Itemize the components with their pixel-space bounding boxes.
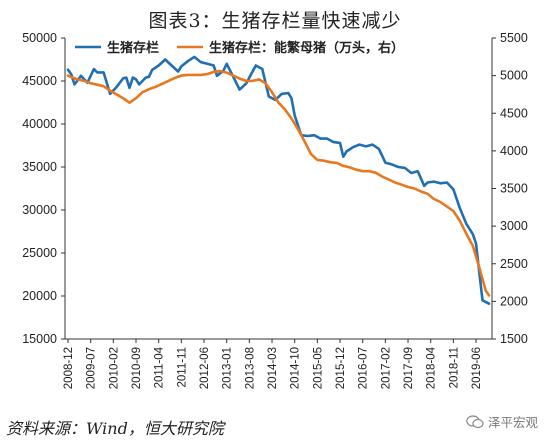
x-tick-label: 2015-12 — [335, 347, 347, 389]
wechat-icon — [466, 414, 484, 428]
x-tick-label: 2010-02 — [108, 347, 120, 389]
x-tick-label: 2013-01 — [222, 347, 234, 389]
y-right-tick-label: 2000 — [500, 294, 528, 308]
x-tick-label: 2008-12 — [63, 347, 75, 389]
x-tick-label: 2018-11 — [448, 347, 460, 388]
watermark: 泽平宏观 — [466, 412, 538, 431]
x-tick-label: 2017-02 — [380, 347, 392, 389]
y-left-tick-label: 35000 — [22, 160, 57, 174]
x-tick-label: 2011-11 — [176, 347, 188, 388]
legend-label-1: 生猪存栏 — [107, 40, 159, 56]
y-left-tick-label: 20000 — [22, 289, 57, 303]
y-left-tick-label: 40000 — [22, 117, 57, 131]
x-tick-label: 2016-07 — [358, 347, 370, 389]
y-right-tick-label: 5000 — [500, 69, 528, 83]
x-tick-label: 2019-06 — [471, 347, 483, 389]
y-right-tick-label: 3000 — [500, 219, 528, 233]
x-tick-label: 2014-10 — [290, 347, 302, 389]
line-chart: 15000 20000 25000 30000 35000 40000 45000 50000… — [22, 31, 528, 389]
source-note: 资料来源：Wind，恒大研究院 — [6, 419, 224, 438]
series-line-2 — [66, 69, 491, 297]
y-right-tick-label: 4500 — [500, 106, 528, 120]
x-tick-label: 2015-05 — [312, 347, 324, 389]
x-tick-label: 2010-09 — [131, 347, 143, 389]
legend-label-2: 生猪存栏：能繁母猪（万头，右） — [209, 40, 404, 56]
y-left-tick-label: 15000 — [22, 332, 57, 346]
series-line-1 — [66, 55, 491, 306]
watermark-text: 泽平宏观 — [487, 415, 538, 430]
y-right-tick-label: 4000 — [500, 144, 528, 158]
x-tick-label: 2011-04 — [154, 346, 166, 388]
x-tick-label: 2009-07 — [86, 347, 98, 389]
y-right-tick-label: 1500 — [500, 332, 528, 346]
y-right-tick-label: 2500 — [500, 257, 528, 271]
x-tick-label: 2014-03 — [267, 347, 279, 389]
chart-title: 图表3：生猪存栏量快速减少 — [148, 10, 402, 32]
y-right-tick-label: 3500 — [500, 182, 528, 196]
x-tick-label: 2017-09 — [403, 347, 415, 389]
y-right-tick-label: 5500 — [500, 31, 528, 45]
x-tick-label: 2012-06 — [199, 347, 211, 389]
y-left-tick-label: 45000 — [22, 74, 57, 88]
x-tick-label: 2013-08 — [244, 347, 256, 389]
y-left-tick-label: 30000 — [22, 203, 57, 217]
y-left-tick-label: 50000 — [22, 31, 57, 45]
x-tick-label: 2018-04 — [426, 346, 438, 389]
y-left-tick-label: 25000 — [22, 246, 57, 260]
